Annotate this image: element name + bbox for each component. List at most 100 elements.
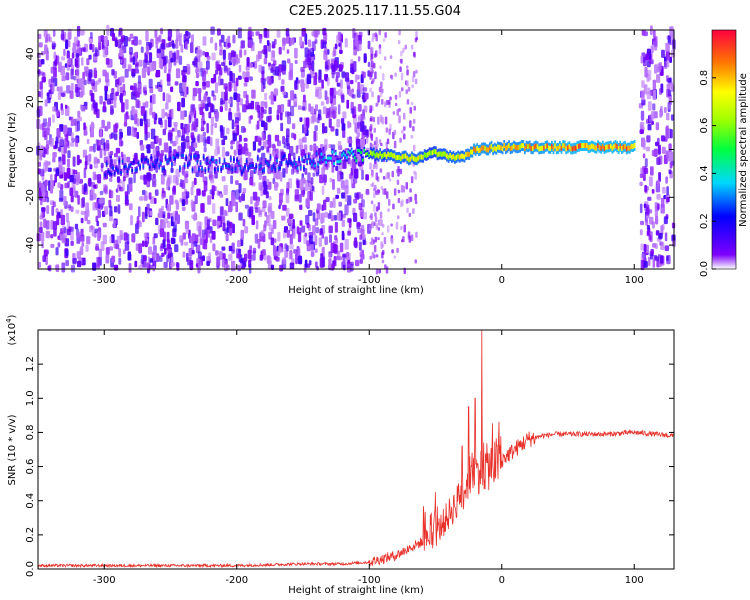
noise-cell (655, 183, 661, 193)
noise-cell (136, 131, 139, 139)
noise-cell (150, 128, 156, 140)
noise-cell (120, 76, 125, 83)
noise-cell (203, 234, 207, 240)
noise-cell (162, 128, 166, 136)
noise-cell (219, 106, 223, 113)
noise-cell (287, 58, 291, 64)
noise-cell (193, 58, 198, 68)
noise-cell (115, 188, 119, 193)
noise-cell (378, 44, 382, 49)
noise-cell (70, 240, 74, 246)
ridge-core (105, 162, 108, 166)
noise-cell (287, 116, 291, 125)
noise-cell (341, 94, 345, 103)
noise-cell (231, 249, 235, 254)
noise-cell (152, 236, 156, 245)
noise-cell (146, 178, 151, 188)
noise-cell (247, 151, 252, 157)
ridge-core (264, 159, 267, 163)
noise-cell (250, 31, 254, 37)
noise-cell (39, 149, 43, 161)
noise-cell (286, 229, 290, 238)
noise-cell (346, 99, 350, 109)
noise-cell (99, 148, 103, 159)
ridge-core (481, 145, 483, 151)
noise-cell (398, 40, 401, 45)
ridge-core (253, 168, 256, 172)
noise-cell (315, 104, 318, 112)
noise-cell (374, 71, 377, 80)
noise-cell (658, 172, 661, 182)
ridge-core (409, 156, 412, 162)
ridge-core (223, 159, 226, 163)
noise-cell (176, 49, 180, 60)
noise-cell (238, 212, 243, 221)
noise-cell (206, 219, 210, 230)
noise-cell (280, 85, 285, 92)
noise-cell (257, 110, 261, 119)
noise-cell (218, 67, 223, 76)
noise-cell (98, 78, 101, 83)
noise-cell (116, 176, 121, 183)
noise-cell (658, 232, 663, 239)
noise-cell (381, 232, 384, 236)
noise-cell (341, 123, 346, 131)
ridge-core (142, 164, 145, 168)
noise-cell (285, 28, 290, 37)
noise-cell (58, 164, 62, 176)
ridge-core (225, 164, 227, 168)
ridge-core (355, 159, 358, 163)
ridge-core (228, 164, 231, 168)
noise-cell (307, 39, 312, 48)
noise-cell (308, 209, 313, 216)
noise-cell (360, 193, 364, 200)
noise-cell (639, 203, 643, 214)
noise-cell (313, 30, 318, 38)
noise-cell (388, 178, 392, 182)
noise-cell (402, 185, 406, 193)
ridge-core (617, 146, 620, 151)
noise-cell (61, 262, 66, 273)
ridge-core (312, 159, 315, 163)
noise-cell (68, 116, 72, 121)
noise-cell (198, 93, 202, 102)
noise-cell (93, 156, 98, 164)
noise-cell (342, 111, 347, 119)
noise-cell (128, 177, 133, 185)
noise-cell (272, 50, 275, 58)
noise-cell (276, 29, 281, 38)
noise-cell (396, 169, 399, 174)
noise-cell (86, 219, 91, 225)
noise-cell (281, 90, 287, 95)
noise-cell (360, 113, 364, 122)
noise-cell (66, 85, 71, 94)
noise-cell (67, 150, 71, 159)
noise-cell (274, 238, 277, 243)
noise-cell (227, 35, 231, 43)
noise-cell (284, 249, 288, 258)
noise-cell (80, 29, 85, 36)
noise-cell (39, 81, 43, 90)
ridge-core (353, 156, 356, 160)
colorbar: 0.00.20.40.60.8 Normalized spectral ampl… (699, 29, 749, 277)
noise-cell (197, 251, 202, 259)
ridge-core (352, 152, 355, 156)
noise-cell (103, 101, 106, 112)
noise-cell (72, 156, 76, 167)
ridge-core (331, 150, 334, 154)
noise-cell (202, 51, 206, 56)
ridge-core (579, 143, 582, 148)
ridge-core (136, 168, 138, 172)
noise-cell (90, 32, 93, 39)
noise-cell (641, 80, 645, 88)
ridge-core (471, 149, 474, 155)
noise-cell (210, 26, 215, 35)
noise-cell (168, 68, 171, 74)
noise-cell (172, 43, 176, 49)
noise-cell (131, 126, 135, 137)
noise-cell (337, 104, 341, 115)
noise-cell (45, 144, 49, 155)
noise-cell (285, 208, 290, 217)
noise-cell (100, 162, 104, 168)
ridge-core (255, 164, 258, 168)
